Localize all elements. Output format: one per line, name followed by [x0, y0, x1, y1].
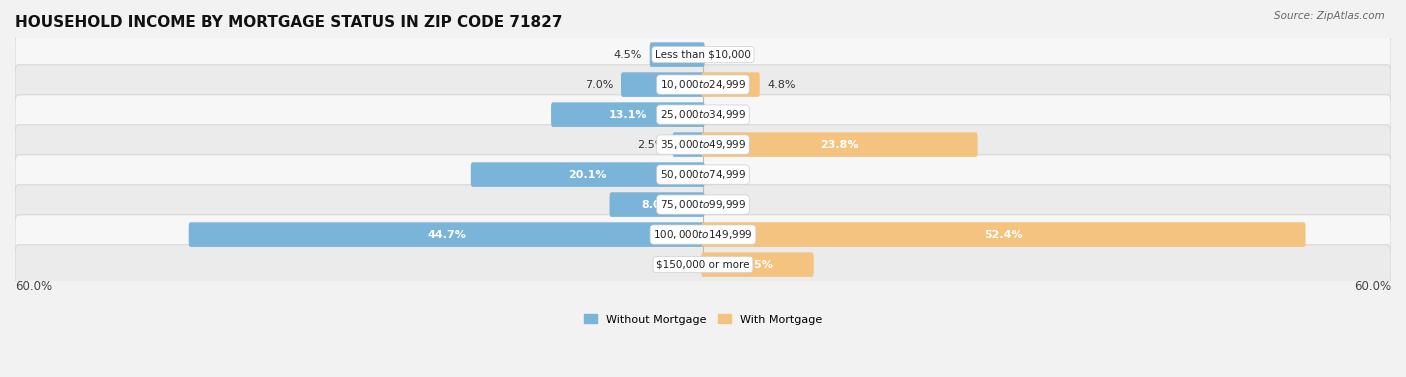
- FancyBboxPatch shape: [702, 72, 759, 97]
- Text: 0.0%: 0.0%: [714, 50, 742, 60]
- FancyBboxPatch shape: [15, 35, 1391, 74]
- Text: 4.5%: 4.5%: [614, 50, 643, 60]
- FancyBboxPatch shape: [551, 102, 704, 127]
- Text: 60.0%: 60.0%: [15, 280, 52, 293]
- FancyBboxPatch shape: [702, 252, 814, 277]
- FancyBboxPatch shape: [650, 42, 704, 67]
- FancyBboxPatch shape: [15, 215, 1391, 254]
- Text: 0.0%: 0.0%: [714, 170, 742, 179]
- FancyBboxPatch shape: [15, 155, 1391, 195]
- Text: 0.0%: 0.0%: [714, 199, 742, 210]
- FancyBboxPatch shape: [15, 245, 1391, 284]
- FancyBboxPatch shape: [15, 125, 1391, 164]
- Text: 9.5%: 9.5%: [742, 260, 773, 270]
- Text: 13.1%: 13.1%: [609, 110, 647, 120]
- Text: 60.0%: 60.0%: [1354, 280, 1391, 293]
- FancyBboxPatch shape: [15, 65, 1391, 104]
- Text: $150,000 or more: $150,000 or more: [657, 260, 749, 270]
- FancyBboxPatch shape: [15, 95, 1391, 134]
- Text: $25,000 to $34,999: $25,000 to $34,999: [659, 108, 747, 121]
- FancyBboxPatch shape: [188, 222, 704, 247]
- Text: HOUSEHOLD INCOME BY MORTGAGE STATUS IN ZIP CODE 71827: HOUSEHOLD INCOME BY MORTGAGE STATUS IN Z…: [15, 15, 562, 30]
- Text: $35,000 to $49,999: $35,000 to $49,999: [659, 138, 747, 151]
- FancyBboxPatch shape: [15, 185, 1391, 224]
- Text: 52.4%: 52.4%: [984, 230, 1022, 239]
- Text: Less than $10,000: Less than $10,000: [655, 50, 751, 60]
- Legend: Without Mortgage, With Mortgage: Without Mortgage, With Mortgage: [579, 310, 827, 329]
- FancyBboxPatch shape: [621, 72, 704, 97]
- Text: 7.0%: 7.0%: [585, 80, 613, 90]
- Text: 44.7%: 44.7%: [427, 230, 467, 239]
- Text: 23.8%: 23.8%: [820, 139, 859, 150]
- FancyBboxPatch shape: [672, 132, 704, 157]
- Text: 2.5%: 2.5%: [637, 139, 665, 150]
- Text: $50,000 to $74,999: $50,000 to $74,999: [659, 168, 747, 181]
- Text: $75,000 to $99,999: $75,000 to $99,999: [659, 198, 747, 211]
- FancyBboxPatch shape: [471, 162, 704, 187]
- FancyBboxPatch shape: [610, 192, 704, 217]
- Text: $10,000 to $24,999: $10,000 to $24,999: [659, 78, 747, 91]
- Text: 8.0%: 8.0%: [641, 199, 672, 210]
- Text: $100,000 to $149,999: $100,000 to $149,999: [654, 228, 752, 241]
- Text: 4.8%: 4.8%: [768, 80, 796, 90]
- Text: 0.0%: 0.0%: [664, 260, 692, 270]
- FancyBboxPatch shape: [702, 132, 977, 157]
- Text: 20.1%: 20.1%: [568, 170, 607, 179]
- FancyBboxPatch shape: [702, 222, 1306, 247]
- Text: Source: ZipAtlas.com: Source: ZipAtlas.com: [1274, 11, 1385, 21]
- Text: 0.0%: 0.0%: [714, 110, 742, 120]
